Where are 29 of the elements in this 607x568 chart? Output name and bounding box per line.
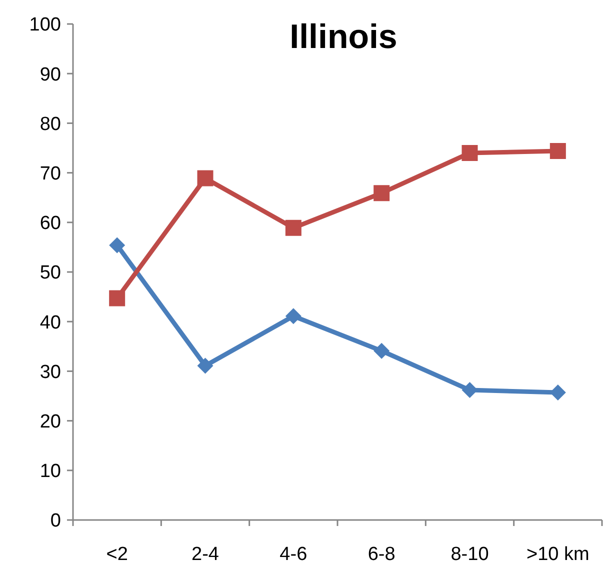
y-tick-label: 70: [40, 163, 61, 184]
point: [109, 290, 126, 306]
x-tick-label: 8-10: [450, 544, 489, 565]
y-tick-label: 60: [40, 213, 61, 234]
point: [285, 220, 302, 236]
point: [374, 342, 390, 359]
point: [462, 144, 478, 161]
y-tick-label: 10: [40, 461, 61, 482]
chart-title: Illinois: [290, 18, 398, 56]
point: [197, 358, 214, 374]
x-tick-label: 6-8: [368, 544, 396, 565]
x-tick-label: >10 km: [526, 544, 590, 565]
y-tick-label: 20: [40, 411, 61, 432]
point: [197, 170, 214, 186]
x-tick-label: <2: [106, 544, 128, 565]
point: [285, 308, 302, 324]
point: [374, 185, 390, 202]
y-tick-label: 50: [40, 262, 61, 284]
x-tick-label: 2-4: [192, 544, 220, 565]
y-tick-label: 0: [50, 510, 61, 532]
y-tick-label: 100: [29, 14, 61, 36]
y-tick-label: 40: [40, 312, 61, 334]
point: [109, 237, 126, 254]
y-tick-label: 90: [40, 64, 61, 86]
point: [462, 382, 478, 398]
point: [550, 142, 566, 159]
y-tick-label: 30: [40, 362, 61, 383]
y-tick-label: 80: [40, 114, 61, 135]
x-tick-label: 4-6: [280, 544, 308, 565]
